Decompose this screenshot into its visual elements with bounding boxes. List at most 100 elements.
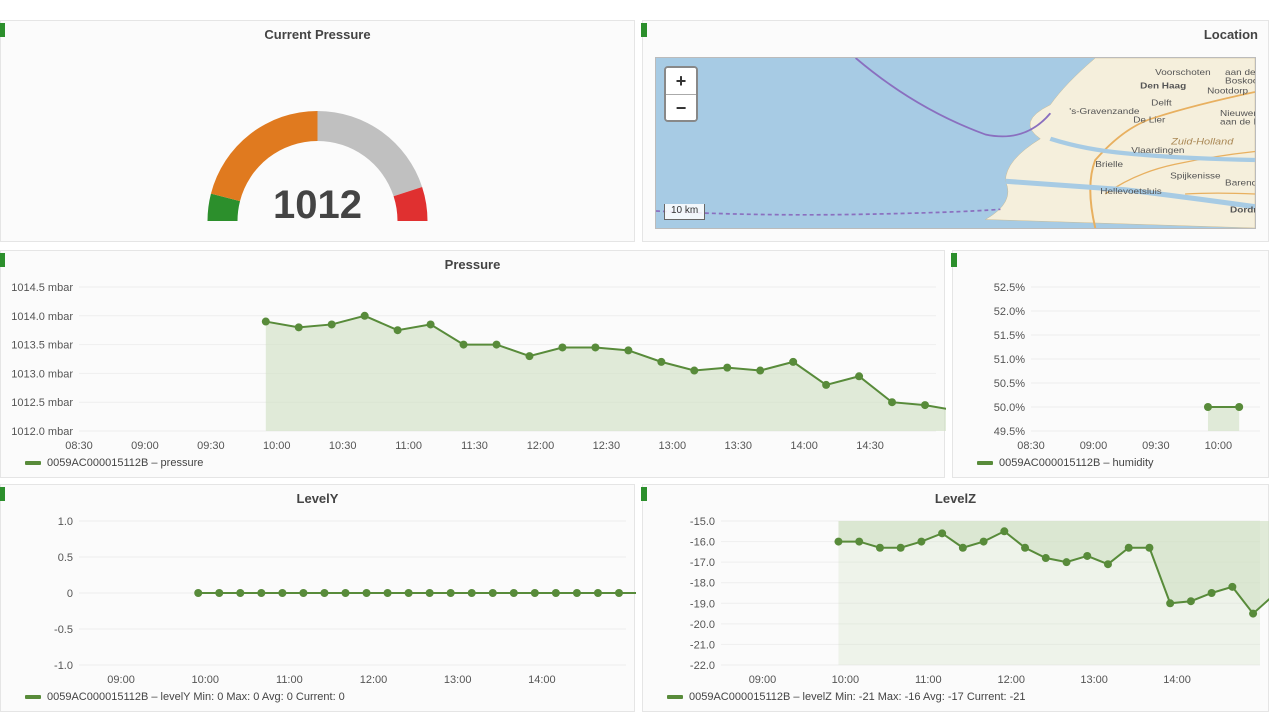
svg-text:14:00: 14:00 bbox=[790, 440, 818, 452]
svg-text:1013.5 mbar: 1013.5 mbar bbox=[11, 340, 73, 352]
legend-text: 0059AC000015112B – levelZ Min: -21 Max: … bbox=[689, 691, 1026, 703]
svg-text:Voorschoten: Voorschoten bbox=[1155, 68, 1210, 77]
legend-swatch bbox=[25, 461, 41, 465]
svg-text:52.0%: 52.0% bbox=[994, 306, 1025, 318]
svg-text:09:00: 09:00 bbox=[1080, 440, 1108, 452]
map-title: Location bbox=[643, 21, 1268, 51]
panel-indicator bbox=[0, 487, 5, 501]
svg-text:11:00: 11:00 bbox=[915, 674, 942, 686]
svg-text:14:00: 14:00 bbox=[528, 674, 556, 686]
svg-text:12:00: 12:00 bbox=[997, 674, 1025, 686]
svg-text:-18.0: -18.0 bbox=[690, 578, 715, 590]
levely-legend: 0059AC000015112B – levelY Min: 0 Max: 0 … bbox=[25, 691, 345, 703]
levelz-legend: 0059AC000015112B – levelZ Min: -21 Max: … bbox=[667, 691, 1026, 703]
humidity-legend: 0059AC000015112B – humidity bbox=[977, 457, 1154, 469]
svg-text:-16.0: -16.0 bbox=[690, 537, 715, 549]
svg-text:14:00: 14:00 bbox=[1163, 674, 1191, 686]
svg-text:52.5%: 52.5% bbox=[994, 282, 1025, 294]
pressure-legend: 0059AC000015112B – pressure bbox=[25, 457, 203, 469]
pressure-chart-panel: Pressure 1012.0 mbar 1012.5 mbar 1013.0 mb… bbox=[0, 250, 945, 478]
svg-text:Spijkenisse: Spijkenisse bbox=[1170, 171, 1220, 180]
svg-text:08:30: 08:30 bbox=[65, 440, 93, 452]
svg-text:12:00: 12:00 bbox=[360, 674, 388, 686]
svg-text:Hellevoetsluis: Hellevoetsluis bbox=[1100, 187, 1162, 196]
svg-text:1012.5 mbar: 1012.5 mbar bbox=[11, 397, 73, 409]
svg-text:09:30: 09:30 bbox=[1142, 440, 1170, 452]
svg-text:12:00: 12:00 bbox=[527, 440, 555, 452]
svg-text:14:30: 14:30 bbox=[856, 440, 884, 452]
svg-text:-0.5: -0.5 bbox=[54, 624, 73, 636]
svg-text:-20.0: -20.0 bbox=[690, 619, 715, 631]
svg-text:0: 0 bbox=[67, 588, 73, 600]
svg-text:1.0: 1.0 bbox=[58, 516, 73, 528]
levely-chart-title: LevelY bbox=[1, 485, 634, 515]
levelz-chart: -22.0 -21.0 -20.0 -19.0 -18.0 -17.0 -16.0 -15.0… bbox=[643, 515, 1269, 693]
svg-text:10:00: 10:00 bbox=[1205, 440, 1233, 452]
svg-text:10:00: 10:00 bbox=[191, 674, 219, 686]
legend-text: 0059AC000015112B – pressure bbox=[47, 457, 203, 469]
svg-text:09:30: 09:30 bbox=[197, 440, 225, 452]
svg-text:-15.0: -15.0 bbox=[690, 516, 715, 528]
svg-text:49.5%: 49.5% bbox=[994, 426, 1025, 438]
pressure-chart-title: Pressure bbox=[1, 251, 944, 281]
map-canvas[interactable]: Voorschotenaan de RijnDen HaagNootdorpBo… bbox=[655, 57, 1256, 229]
panel-indicator bbox=[641, 487, 647, 501]
svg-text:1013.0 mbar: 1013.0 mbar bbox=[11, 368, 73, 380]
levelz-chart-title: LevelZ bbox=[643, 485, 1268, 515]
legend-text: 0059AC000015112B – levelY Min: 0 Max: 0 … bbox=[47, 691, 345, 703]
svg-text:51.5%: 51.5% bbox=[994, 330, 1025, 342]
panel-indicator bbox=[0, 23, 5, 37]
svg-text:'s-Gravenzande: 's-Gravenzande bbox=[1069, 107, 1139, 116]
svg-text:1012.0 mbar: 1012.0 mbar bbox=[11, 426, 73, 438]
legend-text: 0059AC000015112B – humidity bbox=[999, 457, 1154, 469]
svg-text:13:00: 13:00 bbox=[444, 674, 472, 686]
zoom-in-button[interactable]: + bbox=[666, 68, 696, 94]
gauge-value: 1012 bbox=[273, 183, 362, 228]
humidity-chart-panel: 49.5%50.0%50.5%51.0%51.5%52.0%52.5%08:30… bbox=[952, 250, 1269, 478]
svg-text:51.0%: 51.0% bbox=[994, 354, 1025, 366]
svg-text:11:30: 11:30 bbox=[461, 440, 488, 452]
svg-text:Brielle: Brielle bbox=[1095, 159, 1123, 168]
svg-text:Boskoop: Boskoop bbox=[1225, 76, 1255, 85]
svg-text:09:00: 09:00 bbox=[749, 674, 777, 686]
svg-text:Nootdorp: Nootdorp bbox=[1207, 86, 1248, 95]
map-zoom-controls: + − bbox=[664, 66, 698, 122]
svg-text:1014.5 mbar: 1014.5 mbar bbox=[11, 282, 73, 294]
svg-text:13:30: 13:30 bbox=[724, 440, 752, 452]
map-scale-label: 10 km bbox=[664, 204, 705, 220]
svg-text:Delft: Delft bbox=[1151, 98, 1172, 107]
svg-text:-21.0: -21.0 bbox=[690, 639, 715, 651]
panel-indicator bbox=[641, 23, 647, 37]
svg-text:10:00: 10:00 bbox=[263, 440, 291, 452]
legend-swatch bbox=[25, 695, 41, 699]
svg-text:09:00: 09:00 bbox=[107, 674, 135, 686]
humidity-chart: 49.5%50.0%50.5%51.0%51.5%52.0%52.5%08:30… bbox=[953, 281, 1269, 459]
svg-text:08:30: 08:30 bbox=[1017, 440, 1045, 452]
svg-text:-1.0: -1.0 bbox=[54, 660, 73, 672]
svg-text:50.5%: 50.5% bbox=[994, 378, 1025, 390]
svg-text:10:30: 10:30 bbox=[329, 440, 357, 452]
svg-text:-19.0: -19.0 bbox=[690, 598, 715, 610]
svg-text:13:00: 13:00 bbox=[1080, 674, 1108, 686]
svg-text:-17.0: -17.0 bbox=[690, 557, 715, 569]
svg-text:09:00: 09:00 bbox=[131, 440, 159, 452]
svg-text:De Lier: De Lier bbox=[1133, 115, 1165, 124]
gauge-graphic: 1012 bbox=[1, 51, 634, 251]
svg-text:11:00: 11:00 bbox=[276, 674, 303, 686]
humidity-chart-title bbox=[953, 251, 1268, 281]
levely-chart: -1.0 -0.5 0 0.5 1.0 09:00 10:00 11:00 12:00 13:00… bbox=[1, 515, 636, 693]
svg-text:Barendrecht: Barendrecht bbox=[1225, 178, 1255, 187]
gauge-title: Current Pressure bbox=[1, 21, 634, 51]
svg-text:Den Haag: Den Haag bbox=[1140, 81, 1186, 90]
zoom-out-button[interactable]: − bbox=[666, 94, 696, 120]
svg-text:10:00: 10:00 bbox=[832, 674, 860, 686]
svg-text:0.5: 0.5 bbox=[58, 552, 73, 564]
pressure-chart: 1012.0 mbar 1012.5 mbar 1013.0 mbar 1013.5 … bbox=[1, 281, 946, 459]
svg-text:11:00: 11:00 bbox=[395, 440, 422, 452]
svg-text:12:30: 12:30 bbox=[593, 440, 621, 452]
svg-text:Dordrecht: Dordrecht bbox=[1230, 205, 1255, 214]
panel-indicator bbox=[0, 253, 5, 267]
svg-text:-22.0: -22.0 bbox=[690, 660, 715, 672]
svg-text:aan de IJssel: aan de IJssel bbox=[1220, 117, 1255, 126]
levely-chart-panel: LevelY -1.0 -0.5 0 0.5 1.0 09:00 10:00 11:00 12:… bbox=[0, 484, 635, 712]
